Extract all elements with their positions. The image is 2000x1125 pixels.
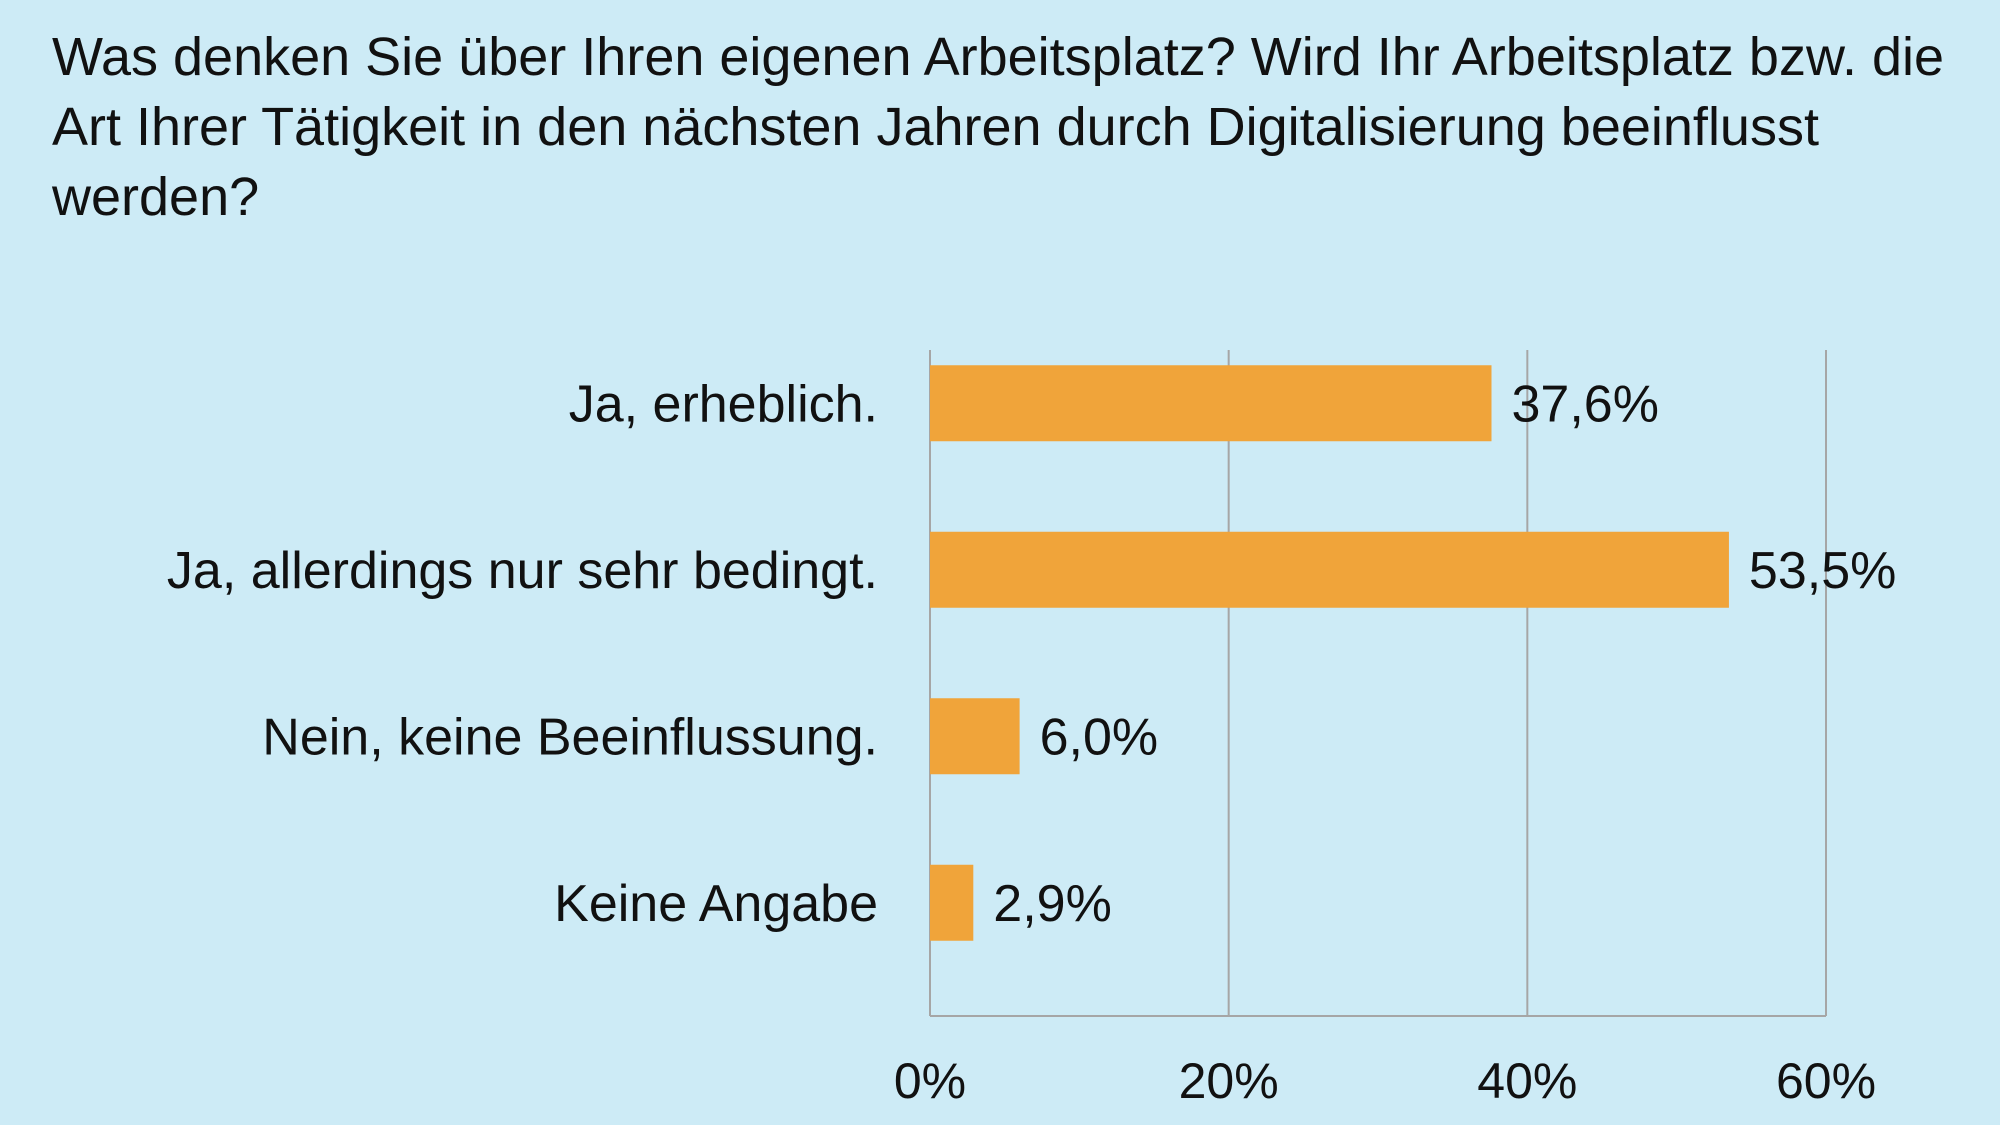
bar <box>930 864 974 941</box>
x-tick-label: 40% <box>1477 1053 1577 1109</box>
category-label: Ja, allerdings nur sehr bedingt. <box>167 542 878 600</box>
data-label: 37,6% <box>1511 375 1658 433</box>
x-tick-label: 20% <box>1179 1053 1279 1109</box>
category-label: Ja, erheblich. <box>569 375 878 433</box>
category-label: Nein, keine Beeinflussung. <box>262 708 878 766</box>
x-tick-label: 60% <box>1776 1053 1876 1109</box>
bar <box>930 365 1492 442</box>
chart-title: Was denken Sie über Ihren eigenen Arbeit… <box>52 27 1945 227</box>
data-label: 53,5% <box>1749 542 1896 600</box>
x-tick-label: 0% <box>894 1053 966 1109</box>
data-label: 2,9% <box>993 875 1112 933</box>
bar <box>930 698 1020 775</box>
data-label: 6,0% <box>1040 708 1159 766</box>
bar <box>930 531 1729 608</box>
category-label: Keine Angabe <box>554 875 878 933</box>
